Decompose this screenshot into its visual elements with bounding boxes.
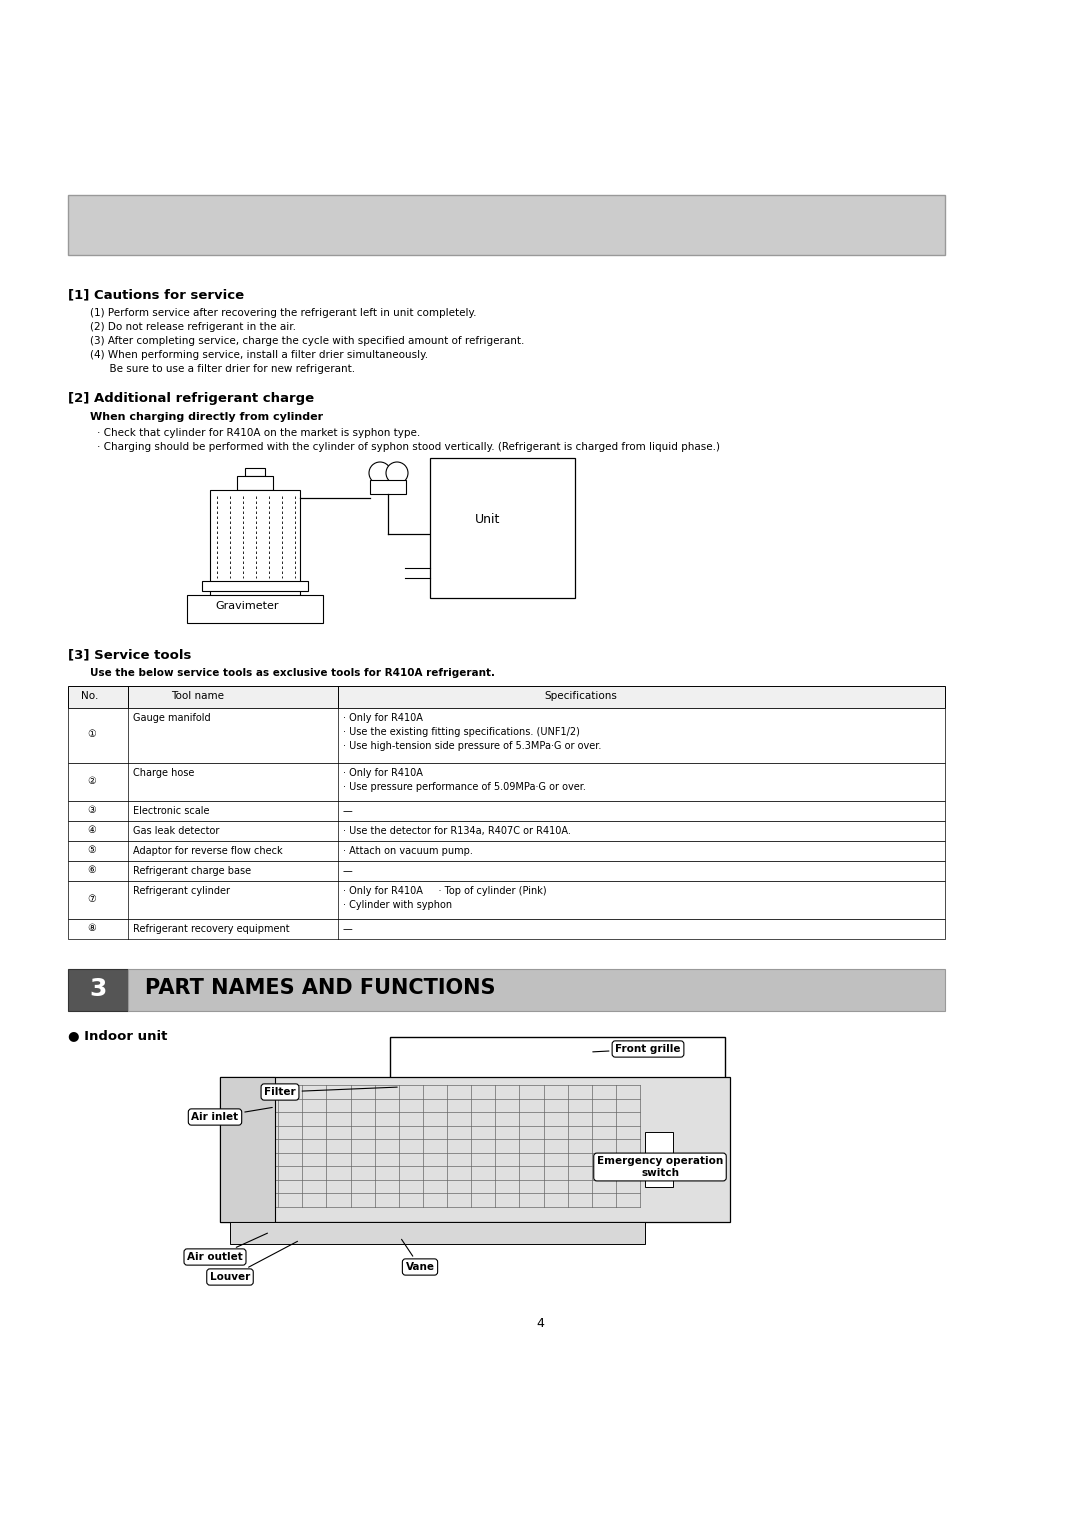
Text: · Attach on vacuum pump.: · Attach on vacuum pump. [343,847,473,856]
Bar [68,841,945,860]
Text: Louver: Louver [210,1242,298,1281]
Text: · Only for R410A: · Only for R410A [343,769,423,778]
Text: Refrigerant charge base: Refrigerant charge base [133,867,252,876]
Text: ⑥: ⑥ [87,865,96,876]
Text: Use the below service tools as exclusive tools for R410A refrigerant.: Use the below service tools as exclusive… [90,668,495,678]
Bar [68,194,945,256]
Bar [68,762,945,801]
Text: Gauge manifold: Gauge manifold [133,713,211,723]
Text: 4: 4 [536,1317,544,1330]
Text: · Cylinder with syphon: · Cylinder with syphon [343,900,453,909]
Text: · Only for R410A     · Top of cylinder (Pink): · Only for R410A · Top of cylinder (Pink… [343,886,546,896]
Text: [2] Additional refrigerant charge: [2] Additional refrigerant charge [68,392,314,406]
Text: Unit: Unit [475,513,500,527]
Text: ● Indoor unit: ● Indoor unit [68,1029,167,1043]
Text: ③: ③ [87,805,96,814]
Text: · Check that cylinder for R410A on the market is syphon type.: · Check that cylinder for R410A on the m… [97,429,420,438]
Text: Specifications: Specifications [544,690,618,701]
Bar [220,1076,275,1222]
Bar [645,1131,673,1187]
Bar [68,801,945,821]
Bar [202,580,308,591]
Text: Gas leak detector: Gas leak detector [133,827,219,836]
Bar [237,476,273,490]
Bar [68,707,945,762]
Bar [220,1076,730,1222]
Text: 3: 3 [90,977,107,1001]
Bar [245,468,265,476]
Bar [390,1036,725,1147]
Text: ①: ① [87,729,96,739]
Bar [68,686,945,707]
Text: —: — [343,867,353,876]
Bar [230,1222,645,1245]
Text: (4) When performing service, install a filter drier simultaneously.: (4) When performing service, install a f… [90,351,428,360]
Text: Be sure to use a filter drier for new refrigerant.: Be sure to use a filter drier for new re… [90,364,355,374]
Text: Charge hose: Charge hose [133,769,194,778]
Text: [3] Service tools: [3] Service tools [68,648,191,661]
Text: · Use pressure performance of 5.09MPa·G or over.: · Use pressure performance of 5.09MPa·G … [343,782,585,792]
Text: —: — [343,805,353,816]
Circle shape [386,462,408,484]
Text: · Use the detector for R134a, R407C or R410A.: · Use the detector for R134a, R407C or R… [343,827,571,836]
Text: (3) After completing service, charge the cycle with specified amount of refriger: (3) After completing service, charge the… [90,335,525,346]
Text: Refrigerant cylinder: Refrigerant cylinder [133,886,230,896]
Bar [430,458,575,599]
Text: · Use high-tension side pressure of 5.3MPa·G or over.: · Use high-tension side pressure of 5.3M… [343,741,602,752]
Text: · Charging should be performed with the cylinder of syphon stood vertically. (Re: · Charging should be performed with the … [97,442,720,452]
Bar [68,880,945,919]
Text: Adaptor for reverse flow check: Adaptor for reverse flow check [133,847,283,856]
Text: Tool name: Tool name [172,690,225,701]
Text: PART NAMES AND FUNCTIONS: PART NAMES AND FUNCTIONS [145,978,496,998]
Bar [187,596,323,623]
Text: · Use the existing fitting specifications. (UNF1/2): · Use the existing fitting specification… [343,727,580,736]
Text: Vane: Vane [402,1239,434,1272]
Text: When charging directly from cylinder: When charging directly from cylinder [90,412,323,423]
Circle shape [369,462,391,484]
Text: (2) Do not release refrigerant in the air.: (2) Do not release refrigerant in the ai… [90,322,296,332]
Text: Refrigerant recovery equipment: Refrigerant recovery equipment [133,925,289,934]
Bar [370,481,406,495]
Bar [68,860,945,880]
Bar [68,919,945,939]
Text: Electronic scale: Electronic scale [133,805,210,816]
Text: —: — [343,925,353,934]
Text: No.: No. [81,690,98,701]
Text: ⑤: ⑤ [87,845,96,854]
Text: (1) Perform service after recovering the refrigerant left in unit completely.: (1) Perform service after recovering the… [90,308,476,318]
Text: Front grille: Front grille [593,1044,680,1053]
Bar [129,969,945,1010]
Text: [1] Cautions for service: [1] Cautions for service [68,288,244,302]
Bar [210,490,300,605]
Text: ⑧: ⑧ [87,923,96,932]
Text: Air outlet: Air outlet [187,1232,268,1262]
Bar [68,969,129,1010]
Bar [68,821,945,841]
Text: Gravimeter: Gravimeter [215,602,279,611]
Text: Filter: Filter [265,1087,397,1098]
Text: ④: ④ [87,825,96,834]
Text: ②: ② [87,776,96,785]
Text: Air inlet: Air inlet [191,1107,272,1122]
Text: · Only for R410A: · Only for R410A [343,713,423,723]
Text: ⑦: ⑦ [87,894,96,903]
Text: Emergency operation
switch: Emergency operation switch [597,1156,724,1177]
